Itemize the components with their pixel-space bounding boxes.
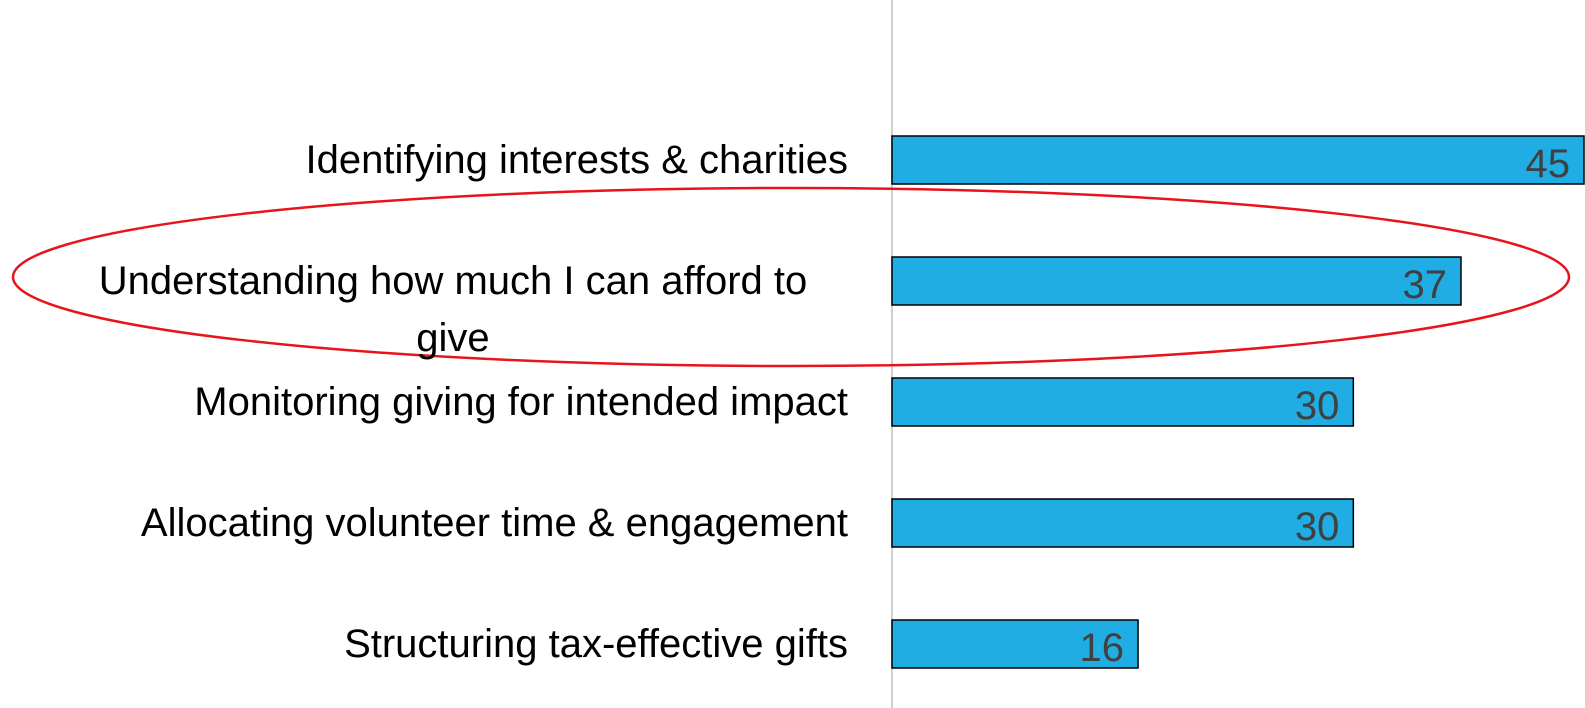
value-label: 30 [1295, 505, 1340, 549]
value-label: 30 [1295, 384, 1340, 428]
value-label: 37 [1402, 263, 1447, 307]
category-label: Understanding how much I can afford to g… [98, 259, 808, 360]
category-label: Identifying interests & charities [305, 138, 848, 182]
category-label: Monitoring giving for intended impact [194, 380, 848, 424]
bar [891, 619, 1139, 669]
highlight-ellipse [11, 186, 1571, 368]
value-label: 16 [1080, 626, 1125, 670]
bar [891, 498, 1355, 548]
bar [891, 135, 1585, 185]
bar [891, 377, 1355, 427]
category-label: Allocating volunteer time & engagement [140, 501, 848, 545]
category-label: Structuring tax-effective gifts [344, 622, 848, 666]
bars: 45 37 30 30 16 [891, 135, 1585, 670]
value-label: 45 [1526, 142, 1571, 186]
bar [891, 256, 1462, 306]
